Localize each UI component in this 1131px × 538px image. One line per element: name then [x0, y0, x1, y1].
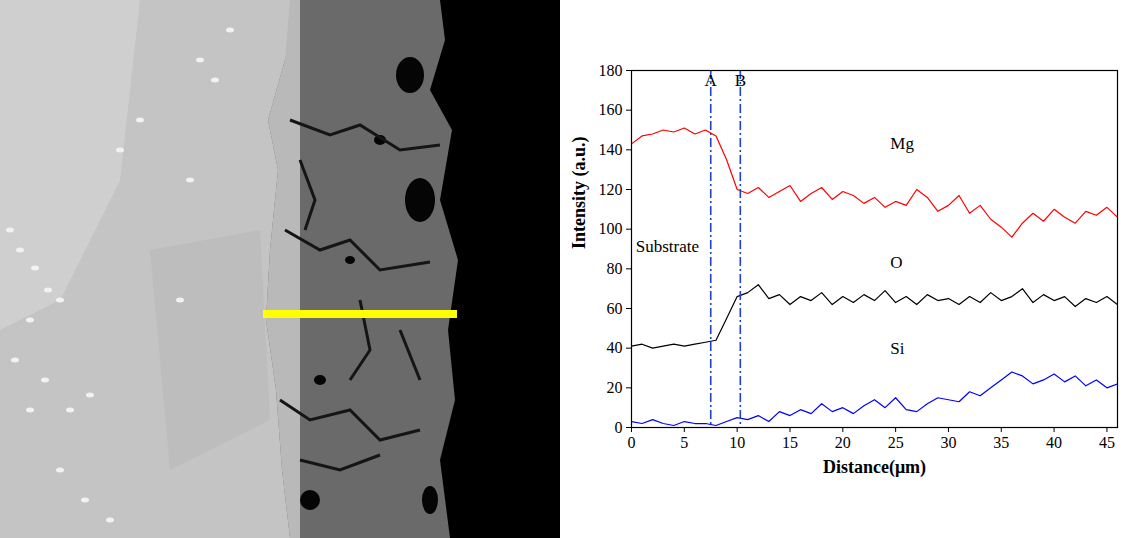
svg-text:B: B	[735, 71, 746, 90]
svg-text:5: 5	[680, 434, 688, 451]
svg-text:120: 120	[599, 181, 623, 198]
svg-text:15: 15	[782, 434, 798, 451]
svg-text:A: A	[705, 71, 718, 90]
svg-text:20: 20	[835, 434, 851, 451]
svg-text:Mg: Mg	[890, 134, 914, 153]
svg-text:45: 45	[1099, 434, 1115, 451]
svg-text:Intensity (a.u.): Intensity (a.u.)	[569, 136, 590, 249]
svg-text:O: O	[890, 253, 902, 272]
svg-text:Si: Si	[890, 339, 904, 358]
svg-text:60: 60	[607, 300, 623, 317]
svg-text:100: 100	[599, 220, 623, 237]
svg-text:25: 25	[888, 434, 904, 451]
svg-text:0: 0	[615, 419, 623, 436]
svg-text:0: 0	[628, 434, 636, 451]
svg-text:40: 40	[607, 339, 623, 356]
svg-text:20: 20	[607, 379, 623, 396]
svg-text:30: 30	[940, 434, 956, 451]
svg-text:80: 80	[607, 260, 623, 277]
svg-text:Distance(μm): Distance(μm)	[823, 457, 926, 478]
svg-text:140: 140	[599, 141, 623, 158]
svg-text:Substrate: Substrate	[636, 237, 699, 256]
svg-text:180: 180	[599, 62, 623, 79]
svg-text:10: 10	[729, 434, 745, 451]
svg-text:160: 160	[599, 101, 623, 118]
svg-text:40: 40	[1046, 434, 1062, 451]
svg-text:35: 35	[993, 434, 1009, 451]
